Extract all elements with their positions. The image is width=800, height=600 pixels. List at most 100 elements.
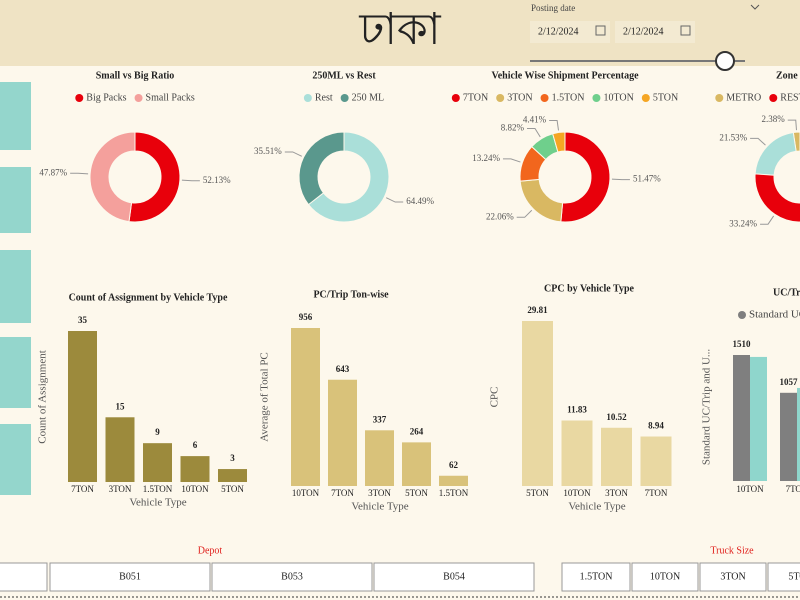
date-box[interactable] — [530, 21, 610, 43]
bar — [328, 379, 357, 486]
bar — [365, 430, 394, 486]
data-label: 22.06% — [486, 211, 514, 221]
nav-button[interactable] — [0, 250, 31, 323]
bar — [561, 420, 593, 486]
data-label: 52.13% — [203, 175, 231, 185]
legend-swatch — [496, 94, 505, 102]
data-label: 8.82% — [501, 123, 525, 133]
slicer-button[interactable] — [561, 562, 631, 592]
bar — [439, 475, 468, 486]
x-tick-label: 7TON — [71, 484, 94, 494]
data-label: 11.83 — [567, 405, 587, 415]
bar — [797, 387, 800, 481]
page-title: ঢাকা — [358, 5, 441, 54]
legend: Rest 250 ML — [303, 92, 385, 103]
y-axis-label: Count of Assignment — [37, 350, 49, 444]
y-axis-label: CPC — [489, 387, 501, 408]
legend-swatch — [641, 94, 650, 102]
legend-swatch — [592, 94, 601, 102]
leader-line — [385, 197, 404, 203]
calendar-icon[interactable] — [595, 25, 606, 36]
legend-label: 7TON — [463, 92, 488, 103]
x-tick-label: 1.5TON — [439, 488, 469, 498]
chart-title: PC/Trip Ton-wise — [313, 289, 389, 300]
slicer-button[interactable] — [49, 562, 211, 592]
date-label: Posting date — [531, 3, 575, 13]
slicer-item: 10TON — [650, 571, 680, 582]
chart-title: Vehicle Wise Shipment Percentage — [491, 70, 639, 81]
chart-title: Zone — [776, 70, 798, 81]
slider-knob[interactable] — [715, 51, 735, 71]
bar — [180, 456, 210, 482]
chart-title: Small vs Big Ratio — [96, 70, 175, 81]
x-tick-label: 7TON — [645, 488, 668, 498]
data-label: 33.24% — [729, 218, 757, 228]
legend: 7TON 3TON 1.5TON 10TON 5TON — [451, 92, 678, 103]
bar — [780, 392, 797, 481]
bar — [291, 328, 320, 486]
legend-swatch — [738, 311, 746, 319]
data-label: 13.24% — [472, 153, 500, 163]
data-label: 47.87% — [39, 167, 67, 177]
bar — [68, 331, 97, 482]
leader-line — [760, 215, 775, 225]
legend-label: 10TON — [603, 92, 633, 103]
chevron[interactable] — [750, 4, 760, 10]
legend-label: Small Packs — [146, 92, 195, 103]
slicer-button[interactable] — [699, 562, 767, 592]
x-tick-label: 1.5TON — [143, 484, 173, 494]
x-tick-label: 5TON — [405, 488, 428, 498]
data-label: 51.47% — [633, 174, 661, 184]
x-tick-label: 3TON — [109, 484, 132, 494]
date-box[interactable] — [615, 21, 695, 43]
slicer-item: B051 — [119, 571, 141, 582]
donut-slice — [307, 131, 390, 223]
x-tick-label: 5TON — [221, 484, 244, 494]
x-tick-label: 3TON — [368, 488, 391, 498]
data-label: 29.81 — [527, 305, 548, 315]
calendar-icon[interactable] — [680, 25, 691, 36]
slicer-item: 5TON — [788, 571, 800, 582]
donut-slice — [128, 131, 181, 223]
leader-line — [750, 137, 766, 146]
nav-button[interactable] — [0, 424, 31, 495]
slicer-button[interactable] — [373, 562, 535, 592]
bar — [105, 417, 135, 482]
legend-label: 3TON — [507, 92, 532, 103]
data-label: 21.53% — [719, 132, 747, 142]
donut-slice — [89, 131, 136, 223]
legend-swatch — [303, 94, 312, 102]
legend-label: Rest — [315, 92, 333, 103]
data-label: 9 — [155, 427, 160, 437]
leader-line — [527, 128, 541, 138]
chart-title: CPC by Vehicle Type — [544, 283, 634, 294]
x-tick-label: 5TON — [526, 488, 549, 498]
x-tick-label: 10TON — [181, 484, 209, 494]
slicer-button[interactable] — [211, 562, 373, 592]
legend-label: 250 ML — [352, 92, 385, 103]
x-tick-label: 10TON — [563, 488, 591, 498]
donut-slice — [754, 173, 800, 223]
leader-line — [549, 120, 560, 131]
slicer-button[interactable] — [0, 562, 48, 592]
leader-line — [502, 158, 521, 163]
x-tick-label: 7TON — [786, 484, 800, 494]
legend-label: Big Packs — [86, 92, 126, 103]
data-label: 35 — [78, 315, 88, 325]
date-from: 2/12/2024 — [538, 26, 579, 37]
x-tick-label: 7TON — [331, 488, 354, 498]
nav-button[interactable] — [0, 82, 31, 150]
y-axis-label: Average of Total PC — [259, 352, 271, 442]
nav-button[interactable] — [0, 167, 31, 233]
data-label: 1057 — [780, 377, 799, 387]
slicer-button[interactable] — [767, 562, 800, 592]
nav-button[interactable] — [0, 337, 31, 408]
data-label: 643 — [336, 364, 350, 374]
leader-line — [70, 172, 89, 175]
slicer-button[interactable] — [631, 562, 699, 592]
legend-swatch — [75, 94, 84, 102]
slicer-title: Truck Size — [710, 545, 754, 556]
legend: METRO REST — [715, 92, 800, 103]
